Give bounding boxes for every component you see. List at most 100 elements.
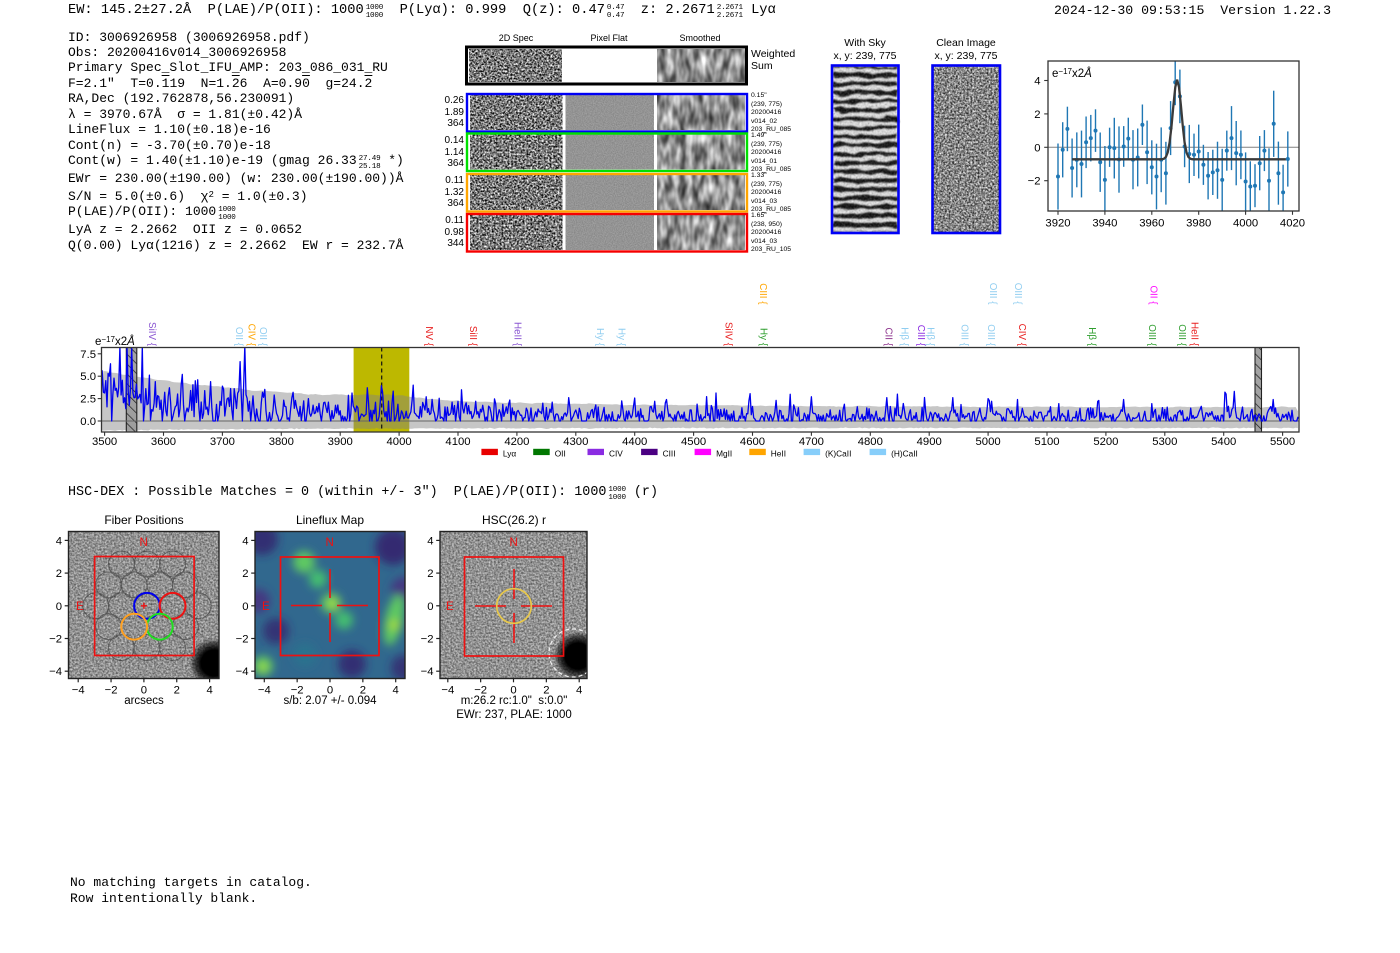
svg-text:2: 2: [543, 685, 549, 697]
svg-text:CIII: CIII: [663, 449, 676, 459]
svg-text:−4: −4: [236, 666, 249, 678]
svg-text:2: 2: [1034, 109, 1040, 121]
svg-text:5400: 5400: [1211, 436, 1236, 448]
svg-text:4020: 4020: [1280, 218, 1305, 230]
svg-text:3700: 3700: [210, 436, 235, 448]
svg-text:3500: 3500: [92, 436, 117, 448]
svg-text:4700: 4700: [799, 436, 824, 448]
svg-text:−2: −2: [474, 685, 487, 697]
svg-text:2: 2: [242, 568, 248, 580]
svg-text:−4: −4: [258, 685, 271, 697]
svg-text:−2: −2: [236, 634, 249, 646]
svg-text:E: E: [446, 601, 454, 613]
svg-text:0: 0: [242, 601, 248, 613]
svg-text:SiII {: SiII {: [467, 326, 478, 347]
svg-text:0: 0: [1034, 142, 1040, 154]
svg-text:4: 4: [393, 685, 399, 697]
svg-text:0.0: 0.0: [80, 416, 96, 428]
svg-text:OIII {: OIII {: [959, 324, 970, 347]
svg-text:SiIV {: SiIV {: [723, 322, 734, 347]
svg-text:CII {: CII {: [883, 327, 894, 346]
svg-text:Lyα: Lyα: [503, 449, 516, 459]
svg-text:CIII {: CIII {: [915, 325, 926, 347]
svg-text:N: N: [326, 537, 334, 549]
svg-text:4: 4: [56, 535, 62, 547]
svg-text:3900: 3900: [328, 436, 353, 448]
svg-text:4: 4: [242, 535, 248, 547]
svg-text:0: 0: [56, 601, 62, 613]
svg-text:4200: 4200: [504, 436, 529, 448]
svg-text:N: N: [510, 537, 518, 549]
svg-text:4300: 4300: [563, 436, 588, 448]
svg-text:3920: 3920: [1045, 218, 1070, 230]
svg-text:0: 0: [141, 685, 147, 697]
svg-text:E: E: [76, 601, 84, 613]
svg-text:−2: −2: [421, 634, 434, 646]
svg-text:4000: 4000: [1233, 218, 1258, 230]
svg-text:OII {: OII {: [257, 327, 268, 347]
svg-text:CIV: CIV: [609, 449, 623, 459]
svg-text:4500: 4500: [681, 436, 706, 448]
svg-text:4400: 4400: [622, 436, 647, 448]
svg-text:−2: −2: [291, 685, 304, 697]
svg-text:−2: −2: [105, 685, 118, 697]
svg-text:OIII {: OIII {: [1012, 283, 1023, 306]
svg-text:SiIV {: SiIV {: [146, 322, 157, 347]
svg-text:NV {: NV {: [423, 326, 434, 346]
svg-text:4800: 4800: [858, 436, 883, 448]
svg-text:7.5: 7.5: [80, 349, 96, 361]
svg-text:e−17x2Å: e−17x2Å: [1052, 67, 1092, 80]
svg-text:CIII {: CIII {: [757, 283, 768, 305]
svg-text:5.0: 5.0: [80, 371, 96, 383]
svg-text:−4: −4: [421, 666, 434, 678]
svg-text:OIII {: OIII {: [1146, 324, 1157, 347]
svg-text:−2: −2: [1028, 176, 1041, 188]
svg-text:4: 4: [206, 685, 212, 697]
svg-text:5500: 5500: [1270, 436, 1295, 448]
svg-text:OII {: OII {: [233, 327, 244, 347]
svg-text:5300: 5300: [1152, 436, 1177, 448]
svg-text:OII: OII: [555, 449, 566, 459]
svg-text:0: 0: [510, 685, 516, 697]
svg-text:3600: 3600: [151, 436, 176, 448]
svg-text:4600: 4600: [740, 436, 765, 448]
svg-text:3960: 3960: [1139, 218, 1164, 230]
svg-text:4100: 4100: [445, 436, 470, 448]
svg-text:3800: 3800: [269, 436, 294, 448]
svg-text:HeII: HeII: [771, 449, 786, 459]
svg-text:E: E: [262, 601, 270, 613]
svg-text:HeII {: HeII {: [511, 322, 522, 347]
svg-text:Hβ {: Hβ {: [1086, 327, 1097, 346]
svg-text:Hβ {: Hβ {: [899, 327, 910, 346]
svg-text:2: 2: [427, 568, 433, 580]
svg-text:CIV {: CIV {: [1016, 324, 1027, 347]
svg-text:(H)CaII: (H)CaII: [891, 449, 918, 459]
svg-text:OII {: OII {: [1148, 285, 1159, 305]
svg-text:2: 2: [174, 685, 180, 697]
svg-text:4000: 4000: [387, 436, 412, 448]
svg-text:HeII {: HeII {: [1189, 322, 1200, 347]
svg-text:OIII {: OIII {: [987, 283, 998, 306]
svg-text:2: 2: [360, 685, 366, 697]
svg-text:Hβ {: Hβ {: [925, 327, 936, 346]
svg-text:2: 2: [56, 568, 62, 580]
svg-text:5200: 5200: [1093, 436, 1118, 448]
svg-text:MgII: MgII: [716, 449, 732, 459]
svg-text:N: N: [140, 537, 148, 549]
svg-text:4900: 4900: [917, 436, 942, 448]
svg-text:−4: −4: [72, 685, 85, 697]
svg-text:5100: 5100: [1034, 436, 1059, 448]
svg-text:3940: 3940: [1092, 218, 1117, 230]
svg-text:3980: 3980: [1186, 218, 1211, 230]
svg-text:5000: 5000: [976, 436, 1001, 448]
svg-text:4: 4: [427, 535, 433, 547]
svg-text:OIII {: OIII {: [985, 324, 996, 347]
svg-text:Hy {: Hy {: [615, 328, 626, 347]
svg-text:Hy {: Hy {: [594, 328, 605, 347]
svg-text:CIV {: CIV {: [245, 324, 256, 347]
svg-text:−4: −4: [49, 666, 62, 678]
svg-text:2.5: 2.5: [80, 394, 96, 406]
svg-text:(K)CaII: (K)CaII: [825, 449, 851, 459]
svg-text:Hy {: Hy {: [758, 328, 769, 347]
svg-text:−2: −2: [49, 634, 62, 646]
